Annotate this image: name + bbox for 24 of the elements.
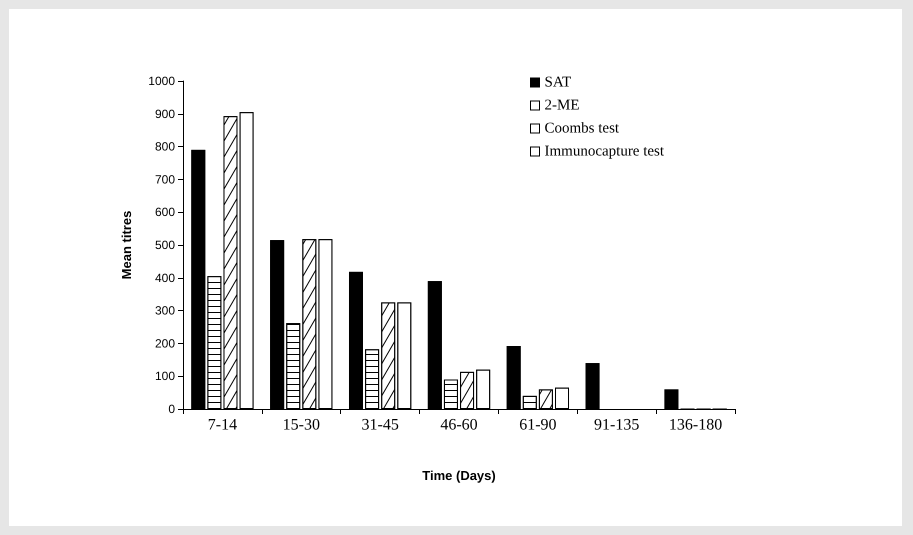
x-tick-label: 136-180: [668, 416, 722, 434]
x-axis-title: Time (Days): [422, 468, 496, 483]
legend-label: Coombs test: [544, 120, 620, 136]
y-tick-label: 400: [154, 270, 176, 285]
y-tick-label: 1000: [148, 74, 176, 88]
legend-label: Immunocapture test: [544, 144, 665, 160]
y-tick-label: 700: [154, 172, 176, 186]
x-tick-label: 61-90: [519, 416, 557, 434]
x-tick-label: 46-60: [440, 416, 478, 434]
legend-label: SAT: [544, 74, 572, 90]
y-axis-title: Mean titres: [119, 210, 134, 280]
y-tick-label: 300: [154, 304, 176, 318]
x-tick-label: 31-45: [361, 416, 399, 434]
y-tick-label: 200: [154, 336, 176, 350]
legend-label: 2-ME: [544, 98, 580, 114]
x-tick-label: 7-14: [208, 416, 238, 434]
x-tick-label: 15-30: [282, 416, 320, 434]
y-tick-label: 0: [168, 402, 176, 416]
y-tick-label: 800: [154, 140, 176, 154]
y-tick-label: 600: [154, 205, 176, 220]
y-tick-label: 900: [154, 106, 176, 121]
x-tick-label: 91-135: [594, 416, 640, 434]
y-tick-label: 100: [154, 369, 176, 384]
y-tick-label: 500: [154, 238, 176, 252]
